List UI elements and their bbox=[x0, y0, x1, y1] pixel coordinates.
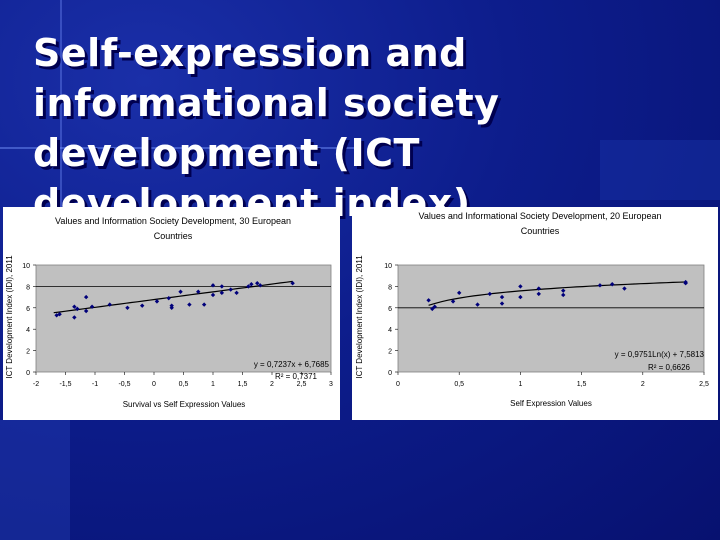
x-tick-label: 2,5 bbox=[297, 381, 307, 388]
chart-left-svg: Values and Information Society Developme… bbox=[3, 207, 340, 420]
chart-title: Values and Information Society Developme… bbox=[55, 216, 291, 241]
data-point bbox=[72, 304, 77, 309]
data-point bbox=[219, 290, 225, 296]
x-tick-label: -1 bbox=[92, 381, 98, 388]
chart-right-svg: Values and Informational Society Develop… bbox=[352, 207, 718, 420]
data-point bbox=[234, 290, 239, 296]
r-squared-label: R² = 0,7371 bbox=[275, 372, 318, 381]
data-point bbox=[249, 282, 254, 287]
slide-title: Self-expression and informational societ… bbox=[33, 31, 500, 225]
x-tick-label: -0,5 bbox=[118, 381, 130, 388]
trendline-equation: y = 0,7237x + 6,7685 bbox=[254, 360, 330, 369]
data-point bbox=[290, 280, 295, 286]
y-tick-label: 4 bbox=[26, 327, 30, 334]
data-point bbox=[487, 291, 492, 297]
x-tick-label: 0,5 bbox=[454, 381, 464, 388]
data-point bbox=[83, 294, 89, 300]
y-tick-label: 0 bbox=[388, 370, 392, 377]
data-point bbox=[187, 302, 192, 307]
data-point bbox=[178, 289, 183, 294]
data-point bbox=[561, 292, 566, 298]
y-axis-label: ICT Development Index (IDI), 2011 bbox=[5, 255, 14, 379]
data-point bbox=[246, 284, 251, 289]
x-tick-label: 1,5 bbox=[577, 381, 587, 388]
data-point bbox=[499, 301, 505, 306]
trendline bbox=[428, 281, 686, 306]
y-tick-label: 4 bbox=[388, 327, 392, 334]
plot-area bbox=[35, 264, 332, 373]
x-tick-label: -1,5 bbox=[59, 381, 71, 388]
data-point bbox=[210, 283, 216, 288]
data-point bbox=[499, 294, 505, 300]
y-tick-label: 6 bbox=[388, 306, 392, 313]
x-tick-label: 2 bbox=[641, 381, 645, 388]
data-point bbox=[561, 288, 566, 293]
x-tick-label: 3 bbox=[329, 381, 333, 388]
y-tick-label: 8 bbox=[388, 284, 392, 291]
data-point bbox=[210, 292, 216, 298]
x-axis-label: Self Expression Values bbox=[510, 399, 592, 408]
data-point bbox=[166, 295, 171, 301]
x-tick-label: 1,5 bbox=[238, 381, 248, 388]
data-point bbox=[258, 283, 263, 288]
decorative-line bbox=[60, 0, 62, 240]
data-point bbox=[432, 304, 437, 309]
data-point bbox=[536, 291, 541, 297]
y-tick-label: 10 bbox=[384, 263, 392, 270]
data-point bbox=[201, 302, 207, 307]
y-tick-label: 0 bbox=[26, 370, 30, 377]
data-point bbox=[683, 279, 688, 285]
data-point bbox=[219, 284, 225, 289]
y-tick-label: 6 bbox=[26, 306, 30, 313]
r-squared-label: R² = 0,6626 bbox=[648, 363, 691, 372]
x-tick-label: 2,5 bbox=[699, 381, 709, 388]
data-point bbox=[72, 315, 77, 320]
x-tick-label: 1 bbox=[211, 381, 215, 388]
chart-left: Values and Information Society Developme… bbox=[3, 207, 340, 420]
y-tick-label: 2 bbox=[26, 349, 30, 356]
chart-title: Values and Informational Society Develop… bbox=[419, 211, 662, 236]
data-point bbox=[426, 298, 431, 303]
y-tick-label: 2 bbox=[388, 349, 392, 356]
y-tick-label: 8 bbox=[26, 284, 30, 291]
data-point bbox=[228, 287, 233, 292]
x-tick-label: 0 bbox=[396, 381, 400, 388]
data-point bbox=[89, 304, 95, 309]
data-point bbox=[430, 306, 435, 312]
data-point bbox=[475, 302, 480, 307]
data-point bbox=[536, 286, 541, 291]
data-point bbox=[83, 308, 89, 314]
data-point bbox=[107, 302, 112, 307]
data-point bbox=[140, 303, 145, 308]
x-tick-label: 0,5 bbox=[179, 381, 189, 388]
trendline bbox=[53, 280, 293, 314]
x-axis-label: Survival vs Self Expression Values bbox=[123, 400, 246, 409]
data-point bbox=[125, 305, 130, 310]
chart-right: Values and Informational Society Develop… bbox=[352, 207, 718, 420]
data-point bbox=[154, 299, 160, 304]
data-point bbox=[450, 299, 456, 304]
data-point bbox=[75, 306, 80, 312]
decorative-line bbox=[0, 147, 360, 149]
decorative-block bbox=[0, 420, 70, 540]
x-tick-label: 2 bbox=[270, 381, 274, 388]
y-axis-label: ICT Development Index (IDI), 2011 bbox=[355, 255, 364, 379]
decorative-block bbox=[600, 140, 720, 200]
data-point bbox=[196, 289, 201, 294]
data-point bbox=[169, 305, 174, 310]
y-tick-label: 10 bbox=[22, 263, 30, 270]
x-tick-label: 0 bbox=[152, 381, 156, 388]
trendline-equation: y = 0,9751Ln(x) + 7,5813 bbox=[615, 350, 705, 359]
x-tick-label: -2 bbox=[33, 381, 39, 388]
data-point bbox=[57, 312, 62, 317]
data-point bbox=[457, 290, 462, 296]
data-point bbox=[54, 313, 59, 318]
x-tick-label: 1 bbox=[518, 381, 522, 388]
